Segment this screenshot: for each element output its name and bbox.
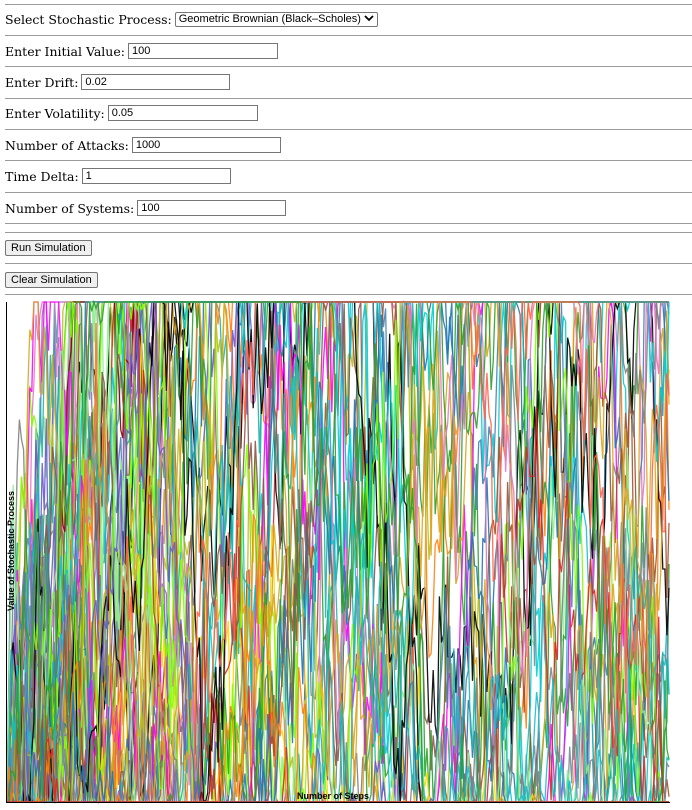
process-label: Select Stochastic Process: xyxy=(5,11,172,27)
drift-input[interactable]: 0.02 xyxy=(81,74,231,90)
separator xyxy=(5,4,692,5)
volatility-label: Enter Volatility: xyxy=(5,105,105,121)
separator xyxy=(5,232,692,233)
chevron-down-icon xyxy=(364,14,374,24)
separator xyxy=(5,263,692,264)
time-delta-row: Time Delta: 1 xyxy=(5,166,231,186)
drift-label: Enter Drift: xyxy=(5,74,79,90)
process-row: Select Stochastic Process: Geometric Bro… xyxy=(5,9,378,29)
attacks-label: Number of Attacks: xyxy=(5,137,129,153)
separator xyxy=(5,160,692,161)
simulation-chart: Number of Steps Value of Stochastic Proc… xyxy=(6,299,670,805)
separator xyxy=(5,129,692,130)
process-select-value: Geometric Brownian (Black–Scholes) xyxy=(178,13,361,25)
series-layer xyxy=(6,299,670,805)
attacks-row: Number of Attacks: 1000 xyxy=(5,135,281,155)
volatility-row: Enter Volatility: 0.05 xyxy=(5,103,258,123)
series-line xyxy=(7,301,670,803)
x-axis-title: Number of Steps xyxy=(297,791,369,801)
time-delta-label: Time Delta: xyxy=(5,168,79,184)
systems-input[interactable]: 100 xyxy=(137,200,287,216)
process-select[interactable]: Geometric Brownian (Black–Scholes) xyxy=(174,11,378,27)
attacks-input[interactable]: 1000 xyxy=(131,137,281,153)
separator xyxy=(5,66,692,67)
initial-value-label: Enter Initial Value: xyxy=(5,43,125,59)
systems-row: Number of Systems: 100 xyxy=(5,198,287,218)
initial-value-row: Enter Initial Value: 100 xyxy=(5,41,278,61)
time-delta-input[interactable]: 1 xyxy=(81,168,231,184)
separator xyxy=(5,192,692,193)
clear-simulation-button[interactable]: Clear Simulation xyxy=(5,272,98,288)
drift-row: Enter Drift: 0.02 xyxy=(5,72,231,92)
separator xyxy=(5,98,692,99)
run-simulation-button[interactable]: Run Simulation xyxy=(5,240,92,256)
y-axis-title: Value of Stochastic Process xyxy=(6,491,16,611)
initial-value-input[interactable]: 100 xyxy=(127,43,278,59)
volatility-input[interactable]: 0.05 xyxy=(107,105,258,121)
separator xyxy=(5,223,692,224)
separator xyxy=(5,294,692,295)
systems-label: Number of Systems: xyxy=(5,200,135,216)
separator xyxy=(5,35,692,36)
